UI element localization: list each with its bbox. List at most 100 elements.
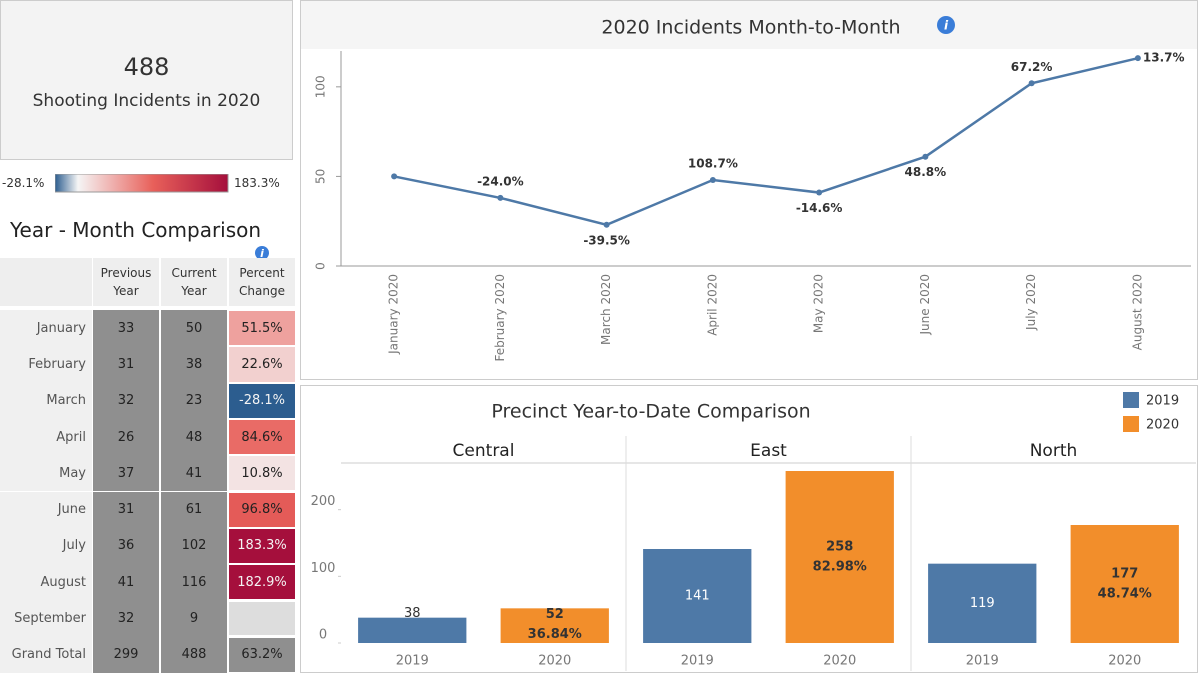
legend-label: 2020	[1146, 418, 1179, 433]
bar	[643, 549, 752, 643]
x-tick-label: January 2020	[387, 274, 401, 355]
x-tick-label: March 2020	[599, 274, 613, 345]
curr-year: 61	[161, 491, 227, 528]
pct-change: 51.5%	[229, 311, 295, 346]
y-tick-label: 50	[314, 169, 328, 184]
curr-year: 9	[161, 600, 227, 637]
bar	[1070, 525, 1179, 643]
point-annotation: 48.8%	[905, 165, 947, 179]
pct-change: 84.6%	[229, 419, 295, 455]
point	[816, 189, 823, 196]
legend-swatch	[1123, 416, 1139, 432]
bar-value-label: 38	[404, 606, 421, 621]
facet-header: North	[1030, 441, 1078, 461]
point-annotation: 108.7%	[688, 157, 738, 171]
x-tick-label: 2020	[1108, 654, 1141, 669]
legend-label: 2019	[1146, 394, 1179, 409]
prev-year: 31	[93, 491, 159, 528]
row-label: April	[0, 418, 92, 456]
point	[709, 177, 716, 183]
kpi-value: 488	[123, 53, 170, 81]
pct-change: 10.8%	[229, 456, 295, 491]
pct-change: 63.2%	[229, 637, 295, 672]
table-title: Year - Month Comparison	[10, 218, 262, 242]
point	[1028, 80, 1035, 87]
bar-annotation: 48.74%	[1098, 587, 1152, 602]
info-icon-glyph: i	[944, 19, 949, 33]
point	[922, 153, 929, 160]
bar-value-label: 177	[1111, 567, 1138, 582]
prev-year: 299	[93, 636, 159, 673]
curr-year: 23	[161, 382, 227, 419]
curr-year: 116	[161, 564, 227, 601]
prev-year: 32	[93, 382, 159, 419]
curr-year: 38	[161, 346, 227, 383]
bar	[785, 471, 894, 643]
x-tick-label: April 2020	[705, 274, 719, 336]
x-tick-label: August 2020	[1130, 274, 1144, 350]
point-annotation: -24.0%	[477, 174, 524, 188]
point-annotation: -39.5%	[583, 233, 630, 247]
point-annotation: 13.7%	[1143, 51, 1185, 65]
row-label: August	[0, 564, 92, 601]
column-header: Previous Year	[93, 258, 159, 306]
column-header: Current Year	[161, 258, 227, 306]
pct-change: 22.6%	[229, 347, 295, 382]
scale-min-label: -28.1%	[2, 176, 45, 190]
prev-year: 32	[93, 600, 159, 637]
point-annotation: 67.2%	[1011, 60, 1053, 74]
prev-year: 37	[93, 455, 159, 492]
comparison-table: Previous Year Current Year Percent Change J…	[0, 258, 297, 675]
pct-change: 182.9%	[229, 565, 295, 600]
y-tick-label: 200	[311, 494, 336, 509]
line-chart: 2020 Incidents Month-to-Month i 0 50 100 Ja…	[300, 0, 1198, 380]
curr-year: 102	[161, 527, 227, 565]
prev-year: 41	[93, 564, 159, 601]
x-tick-label: May 2020	[812, 274, 826, 333]
x-tick-label: 2020	[538, 654, 571, 669]
prev-year: 26	[93, 418, 159, 456]
color-scale	[55, 174, 229, 193]
curr-year: 50	[161, 310, 227, 347]
x-tick-label: July 2020	[1024, 274, 1038, 331]
row-label: Grand Total	[0, 636, 92, 673]
info-icon[interactable]	[937, 16, 955, 34]
bar	[928, 563, 1037, 643]
header-blank	[0, 258, 92, 306]
line	[393, 56, 1139, 227]
bar-value-label: 141	[685, 589, 710, 604]
bar-annotation: 36.84%	[528, 627, 582, 642]
x-tick-label: February 2020	[493, 274, 507, 362]
y-tick-label: 100	[314, 75, 328, 98]
kpi-label: Shooting Incidents in 2020	[32, 91, 261, 111]
chart-title: 2020 Incidents Month-to-Month	[601, 17, 900, 39]
bar	[358, 617, 467, 643]
point	[1134, 55, 1141, 62]
prev-year: 36	[93, 527, 159, 565]
scale-max-label: 183.3%	[234, 176, 280, 190]
y-tick-label: 100	[311, 561, 336, 576]
chart-title: Precinct Year-to-Date Comparison	[491, 401, 810, 423]
row-label: June	[0, 491, 92, 528]
legend-swatch	[1123, 392, 1139, 408]
x-tick-label: 2019	[396, 654, 429, 669]
bar	[500, 608, 609, 643]
bar-value-label: 258	[826, 540, 853, 555]
point	[497, 194, 504, 201]
prev-year: 33	[93, 310, 159, 347]
curr-year: 41	[161, 455, 227, 492]
row-label: March	[0, 382, 92, 419]
point-annotation: -14.6%	[796, 201, 843, 215]
row-label: September	[0, 600, 92, 637]
x-tick-label: 2019	[966, 654, 999, 669]
info-icon[interactable]: i	[254, 245, 270, 261]
facet-header: East	[750, 441, 787, 461]
bar-value-label: 119	[970, 596, 995, 611]
color-scale-bar	[55, 174, 229, 193]
curr-year: 48	[161, 418, 227, 456]
kpi-card: 488 Shooting Incidents in 2020	[0, 0, 293, 160]
row-label: February	[0, 346, 92, 383]
svg-text:i: i	[260, 247, 264, 260]
bar-value-label: 52	[546, 607, 564, 622]
